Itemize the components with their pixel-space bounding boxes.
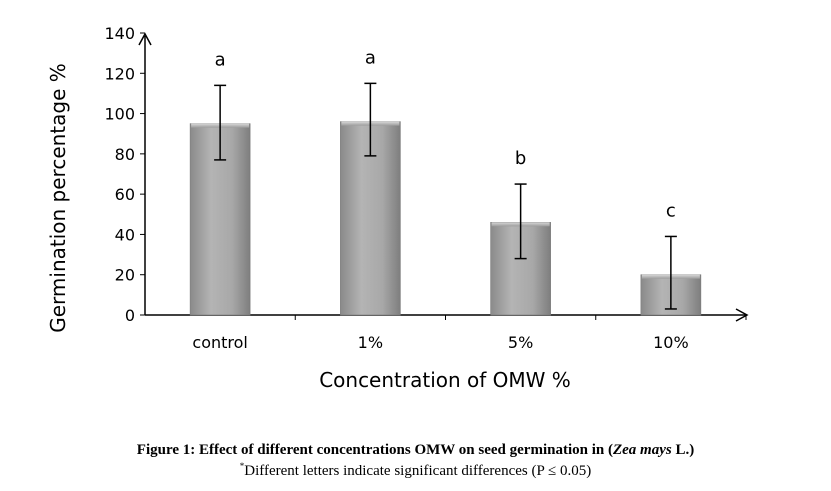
figure-caption-title: Figure 1: Effect of different concentrat…: [0, 442, 831, 459]
bar-chart: 0 20 40 60 80 100 120 140 control 1% 5% 10% a a b c C…: [46, 24, 749, 392]
y-axis-arrowhead: [138, 32, 152, 46]
significance-letters-group: a a b c: [215, 47, 676, 221]
y-tick-label: 80: [115, 145, 135, 164]
caption-title-prefix: Figure 1: Effect of different concentrat…: [136, 442, 613, 458]
y-axis-title: Germination percentage %: [46, 63, 70, 333]
y-tick-label: 0: [125, 306, 135, 325]
y-tick-label: 140: [104, 24, 135, 43]
caption-title-suffix: L.): [671, 442, 695, 458]
x-tick-label: 10%: [653, 333, 689, 352]
significance-letter: a: [215, 49, 226, 70]
caption-title-species: Zea mays: [612, 442, 672, 458]
caption-note-marker: *: [239, 461, 245, 471]
figure-caption-note: *Different letters indicate significant …: [0, 461, 831, 480]
y-tick-label: 60: [115, 185, 135, 204]
x-tick-label: 5%: [508, 333, 533, 352]
error-bars-group: [214, 82, 677, 310]
x-tick-label: 1%: [358, 333, 383, 352]
y-tick-label: 40: [115, 225, 135, 244]
x-tick-label: control: [192, 333, 247, 352]
y-tick-label: 100: [104, 105, 135, 124]
x-axis-arrowhead: [735, 308, 749, 322]
bars-group: [189, 121, 702, 316]
caption-note-text: Different letters indicate significant d…: [244, 463, 592, 479]
significance-letter: a: [365, 47, 376, 68]
x-axis-ticks: control 1% 5% 10%: [192, 315, 747, 352]
significance-letter: b: [515, 148, 526, 169]
y-tick-label: 120: [104, 64, 135, 83]
x-axis-title: Concentration of OMW %: [319, 368, 571, 392]
y-axis-ticks: 0 20 40 60 80 100 120 140: [104, 24, 145, 325]
significance-letter: c: [666, 200, 676, 221]
y-tick-label: 20: [115, 266, 135, 285]
